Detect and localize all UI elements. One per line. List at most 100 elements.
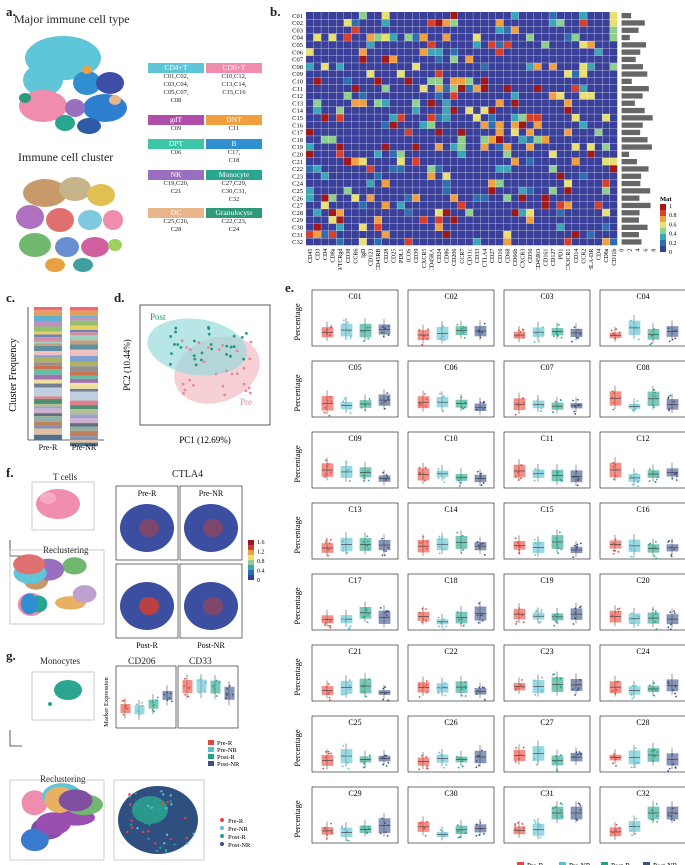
heatmap-cell (496, 48, 504, 56)
heatmap-cell (321, 187, 329, 195)
heatmap-cell (374, 92, 382, 100)
heatmap-cell (564, 201, 572, 209)
recluster-arrow-icon (9, 730, 22, 747)
boxplot-point (559, 754, 562, 756)
boxplot-point (330, 752, 332, 755)
heatmap-cell (366, 85, 375, 92)
celltype-monocyte: Monocyte C27,C29, C30,C31, C32 (206, 170, 262, 204)
heatmap-cell (328, 77, 337, 85)
boxplot-point (426, 337, 429, 340)
boxplot-point (341, 765, 344, 768)
boxplot-frame (599, 573, 685, 631)
boxplot-frame (503, 786, 591, 844)
heatmap-side-bar (621, 86, 649, 92)
heatmap-cell (351, 194, 359, 202)
heatmap-cell (549, 19, 557, 27)
heatmap-cell (488, 172, 496, 180)
boxplot-point (571, 340, 573, 343)
boxplot-point (573, 410, 576, 413)
heatmap-cell (549, 165, 557, 173)
heatmap-cell (465, 114, 473, 122)
heatmap-cell (397, 26, 405, 34)
boxplot-point (425, 756, 428, 758)
heatmap-cell (549, 121, 557, 129)
heatmap-cell (427, 99, 435, 107)
heatmap-cell (518, 143, 527, 151)
heatmap-cell (564, 143, 572, 151)
celltype-gdt-header: gdT (148, 115, 204, 125)
heatmap-legend-title: Mat (660, 196, 672, 203)
ctla4-scale-swatch (248, 560, 254, 565)
boxplot-point (387, 824, 390, 827)
marker-legend-label: Pre-NR (217, 747, 238, 754)
heatmap-cell (511, 201, 519, 209)
stackbar-segment (34, 334, 62, 338)
heatmap-cell (556, 48, 565, 56)
boxplot-point (533, 404, 536, 406)
heatmap-cell (534, 121, 542, 129)
boxplot-point (438, 625, 440, 628)
mono-condition-point (130, 819, 133, 822)
heatmap-cell (549, 26, 557, 34)
boxplot-point (463, 406, 466, 409)
heatmap-cell (594, 179, 603, 187)
heatmap-cell (541, 41, 549, 49)
heatmap-cell (465, 19, 473, 27)
boxplot-point (539, 825, 542, 828)
boxplot-point (670, 555, 673, 558)
heatmap-side-bar (621, 93, 643, 99)
heatmap-cell (556, 41, 565, 49)
heatmap-cell (321, 172, 329, 180)
heatmap-cell (389, 128, 397, 136)
boxplot-point (328, 542, 331, 544)
heatmap-cell (518, 92, 527, 100)
heatmap-cell (503, 136, 511, 144)
heatmap-cell (610, 223, 618, 231)
heatmap-cell (366, 128, 375, 136)
heatmap-cell (480, 165, 489, 173)
heatmap-cell (503, 85, 511, 92)
boxplot-point (614, 538, 617, 541)
heatmap-cell (344, 33, 352, 41)
heatmap-cell (572, 77, 580, 85)
stackbar-segment (70, 414, 98, 419)
heatmap-cell (564, 165, 572, 173)
heatmap-cell (556, 165, 565, 173)
heatmap-cell (321, 179, 329, 187)
boxplot-point (557, 547, 560, 550)
heatmap-cell (518, 12, 527, 19)
boxplot-point (462, 325, 465, 328)
heatmap-cell (313, 187, 321, 195)
heatmap-cell (351, 121, 359, 129)
boxplot-point (324, 756, 327, 759)
heatmap-cell (480, 114, 489, 122)
heatmap-cell (518, 99, 527, 107)
marker-legend-label: Post-R (217, 754, 235, 761)
heatmap-cell (306, 143, 314, 151)
boxplot-point (348, 330, 350, 333)
heatmap-cell (518, 19, 527, 27)
boxplot-point (630, 548, 633, 550)
heatmap-cell (389, 238, 397, 246)
heatmap-cell (351, 165, 359, 173)
heatmap-cell (366, 77, 375, 85)
heatmap-cell (526, 231, 534, 238)
heatmap-col-label: CD8a (331, 248, 337, 262)
heatmap-cell (503, 63, 511, 71)
stackbar-segment (70, 423, 98, 427)
heatmap-cell (564, 70, 572, 78)
heatmap-cell (602, 41, 610, 49)
stackbar-segment (34, 310, 62, 316)
heatmap-cell (572, 158, 580, 165)
heatmap-legend-swatch (660, 222, 666, 228)
heatmap-side-bar (621, 166, 649, 172)
pca-point (248, 357, 252, 361)
boxplot-point (556, 333, 559, 336)
heatmap-cell (336, 63, 344, 71)
stackbar-segment (34, 331, 62, 335)
boxplot-point (483, 698, 486, 701)
heatmap-cell (404, 55, 413, 63)
boxplot-point (478, 834, 481, 836)
heatmap-cell (541, 33, 549, 41)
boxplot-point (554, 400, 557, 403)
